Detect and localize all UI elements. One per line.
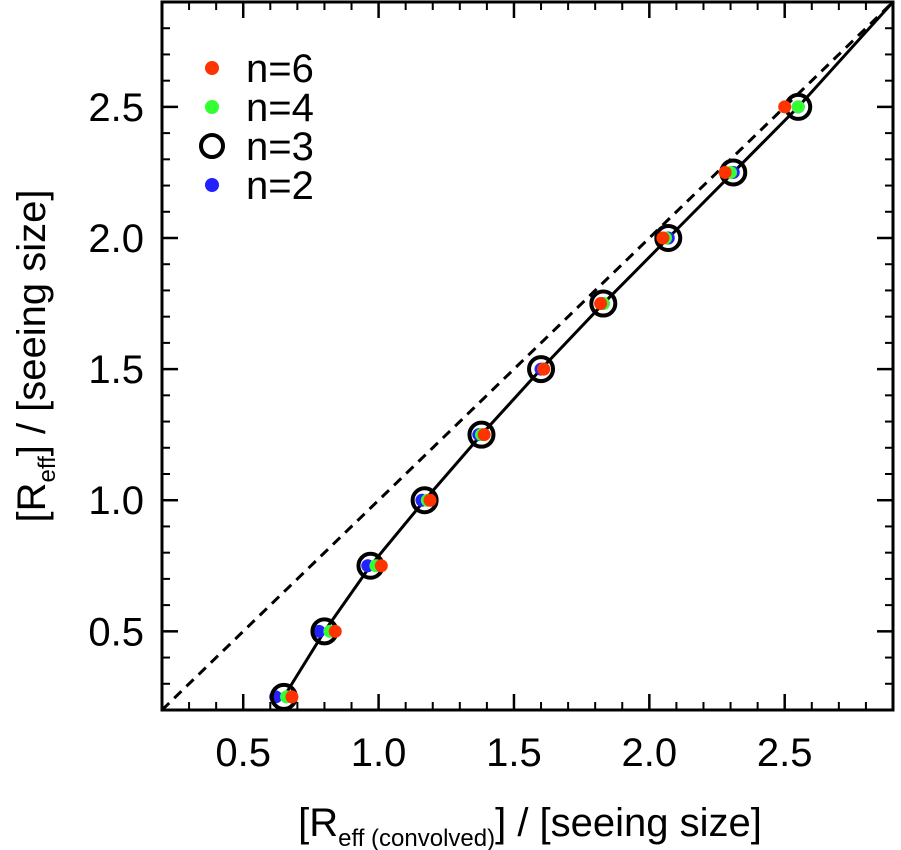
- point-n6-0: [285, 690, 299, 704]
- legend-label-n2: n=2: [246, 164, 314, 208]
- legend-label-n3: n=3: [246, 125, 314, 169]
- point-n6-3: [423, 493, 437, 507]
- point-n6-7: [656, 231, 670, 245]
- y-axis-title-post: ] / [seeing size]: [10, 189, 54, 456]
- point-n3-7: [654, 224, 683, 252]
- plot-border: [160, 0, 895, 712]
- point-n4-9: [791, 100, 805, 114]
- x-tick-label: 1.0: [351, 731, 407, 775]
- x-axis-title-pre: [R: [298, 801, 338, 845]
- y-axis-title: [Reff] / [seeing size]: [10, 189, 61, 522]
- x-tick-label: 1.5: [486, 731, 542, 775]
- legend-label-n4: n=4: [246, 86, 314, 130]
- point-n6-9: [778, 100, 792, 114]
- point-n3-4: [467, 420, 496, 449]
- point-n3-6: [589, 289, 618, 318]
- x-axis-title: [Reff (convolved)] / [seeing size]: [298, 801, 762, 850]
- legend-label-n6: n=6: [246, 47, 314, 91]
- legend-marker-n4: [205, 100, 219, 114]
- x-tick-label: 2.5: [757, 731, 813, 775]
- axis-ticks: [162, 2, 893, 710]
- x-axis-title-post: ] / [seeing size]: [495, 801, 762, 845]
- point-n6-6: [594, 297, 608, 311]
- x-tick-label: 0.5: [215, 731, 271, 775]
- tick-labels: 0.5 1.0 1.5 2.0 2.5 0.5 1.0 1.5 2.0 2.5: [88, 86, 812, 775]
- legend-marker-n2: [205, 178, 219, 192]
- point-n3-3: [410, 486, 439, 515]
- x-axis-title-sub: eff (convolved): [338, 825, 495, 850]
- y-axis-title-sub: eff: [34, 456, 61, 483]
- y-axis-title-pre: [R: [10, 483, 54, 523]
- plot-frame: [160, 0, 895, 712]
- y-tick-label: 2.5: [88, 86, 144, 130]
- legend-marker-n3: [199, 133, 225, 159]
- legend-marker-n6: [205, 61, 219, 75]
- point-n6-1: [328, 624, 342, 638]
- point-n3-5: [527, 355, 556, 384]
- point-n6-8: [718, 165, 732, 179]
- y-tick-label: 0.5: [88, 610, 144, 654]
- y-tick-label: 2.0: [88, 217, 144, 261]
- x-tick-label: 2.0: [622, 731, 678, 775]
- point-n6-2: [374, 559, 388, 573]
- point-n6-4: [477, 428, 491, 442]
- point-n2-1: [312, 624, 326, 638]
- plot-marks: [162, 2, 893, 710]
- y-tick-label: 1.0: [88, 479, 144, 523]
- legend: n=6n=4n=3n=2: [199, 47, 314, 208]
- point-n6-5: [537, 362, 551, 376]
- y-tick-label: 1.5: [88, 348, 144, 392]
